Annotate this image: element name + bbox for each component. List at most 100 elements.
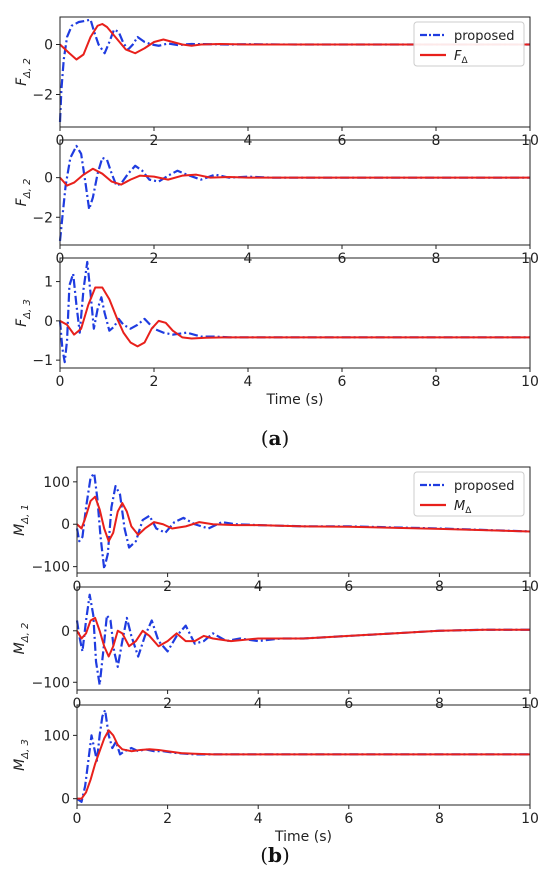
x-tick-label: 2 xyxy=(150,251,159,267)
x-tick-label: 0 xyxy=(56,374,65,390)
y-tick-label: 100 xyxy=(43,475,70,491)
legend-label-main: proposed xyxy=(454,29,515,44)
series-line-reference xyxy=(76,616,530,658)
x-tick-label: 8 xyxy=(432,374,441,390)
y-tick-label: 0 xyxy=(61,792,70,808)
y-axis-label: MΔ, 3 xyxy=(12,739,31,771)
axes-frame xyxy=(76,466,531,574)
legend-label-sub: Δ xyxy=(465,506,472,516)
series-line-proposed xyxy=(75,593,530,686)
series-line-proposed xyxy=(58,144,530,242)
series-line-proposed xyxy=(75,472,531,570)
caption-paren: ) xyxy=(281,426,289,450)
x-tick-label: 4 xyxy=(244,251,253,267)
x-tick-label: 6 xyxy=(344,696,353,712)
x-tick-label: 2 xyxy=(150,133,159,149)
caption-paren: ( xyxy=(260,843,268,867)
legend-label-sub: Δ xyxy=(461,56,468,66)
legend-label: FΔ xyxy=(454,49,468,66)
x-tick-label: 4 xyxy=(244,374,253,390)
y-tick-label: 0 xyxy=(61,624,70,640)
series-line-reference xyxy=(77,729,530,800)
x-tick-label: 8 xyxy=(432,133,441,149)
y-tick-label: 0 xyxy=(44,171,53,187)
caption-letter: b xyxy=(268,843,282,867)
x-tick-label: 2 xyxy=(150,374,159,390)
series-line-reference xyxy=(59,286,530,348)
y-tick-label: −2 xyxy=(32,210,53,226)
y-tick-label: 1 xyxy=(44,275,53,291)
legend-label-main: proposed xyxy=(454,479,515,494)
y-tick-label: 0 xyxy=(44,314,53,330)
axes-frame xyxy=(76,704,531,806)
y-axis-label-main: M xyxy=(12,759,28,771)
legend-label: MΔ xyxy=(454,499,472,516)
y-tick-label: −1 xyxy=(32,353,53,369)
y-axis-label-main: F xyxy=(14,197,30,206)
y-axis-label-main: M xyxy=(12,642,28,654)
caption-letter: a xyxy=(269,426,282,450)
y-axis-label: FΔ, 2 xyxy=(14,58,33,86)
x-tick-label: 6 xyxy=(338,133,347,149)
y-axis-label: FΔ, 2 xyxy=(14,179,33,207)
series-line-reference xyxy=(59,23,530,61)
y-tick-label: 100 xyxy=(43,728,70,744)
x-tick-label: 10 xyxy=(521,374,539,390)
axes-frame xyxy=(59,139,531,246)
x-tick-label: 0 xyxy=(73,811,82,827)
y-tick-label: −100 xyxy=(32,675,70,691)
y-axis-label-main: F xyxy=(14,318,30,327)
y-tick-label: −100 xyxy=(32,560,70,576)
x-tick-label: 8 xyxy=(432,251,441,267)
x-tick-label: 6 xyxy=(338,251,347,267)
axes-frame xyxy=(59,257,531,369)
y-tick-label: 0 xyxy=(61,517,70,533)
legend-label-main: M xyxy=(454,499,465,514)
y-axis-label-sub: Δ, 2 xyxy=(22,179,33,200)
y-axis-label-sub: Δ, 2 xyxy=(22,58,33,79)
series-line-proposed xyxy=(58,18,530,123)
figure-caption: (a) xyxy=(261,426,290,450)
series-line-proposed xyxy=(76,708,530,803)
x-tick-label: 8 xyxy=(435,811,444,827)
caption-paren: ( xyxy=(261,426,269,450)
legend-label: proposed xyxy=(454,479,515,494)
legend-label: proposed xyxy=(454,29,515,44)
y-axis-label: MΔ, 2 xyxy=(12,623,31,655)
chart-panel-6: 0 2 4 6 8 10 100 0 MΔ, 3 Time (s) xyxy=(12,704,539,845)
series-line-reference xyxy=(76,495,531,543)
legend-label-main: F xyxy=(454,49,462,64)
x-tick-label: 0 xyxy=(73,696,82,712)
x-tick-label: 2 xyxy=(163,696,172,712)
x-axis-label: Time (s) xyxy=(266,392,324,408)
x-tick-label: 4 xyxy=(254,811,263,827)
x-tick-label: 8 xyxy=(435,696,444,712)
x-axis-label: Time (s) xyxy=(274,829,332,845)
y-axis-label-sub: Δ, 3 xyxy=(22,299,33,320)
figure-caption: (b) xyxy=(260,843,290,867)
y-tick-label: 0 xyxy=(44,38,53,54)
series-line-reference xyxy=(59,167,530,187)
axes-frame xyxy=(59,16,531,128)
y-axis-label-sub: Δ, 2 xyxy=(20,623,31,644)
x-tick-label: 10 xyxy=(521,696,539,712)
y-axis-label: FΔ, 3 xyxy=(14,299,33,327)
y-axis-label-sub: Δ, 1 xyxy=(20,504,31,525)
x-tick-label: 6 xyxy=(338,374,347,390)
x-tick-label: 10 xyxy=(521,811,539,827)
chart-panel-2: 0 2 4 6 8 100−2FΔ, 2 xyxy=(14,139,539,267)
y-axis-label-sub: Δ, 3 xyxy=(20,739,31,760)
y-axis-label-main: F xyxy=(14,77,30,86)
x-tick-label: 4 xyxy=(244,133,253,149)
axes-frame xyxy=(76,586,531,691)
y-tick-label: −2 xyxy=(32,88,53,104)
caption-paren: ) xyxy=(282,843,290,867)
y-axis-label-main: M xyxy=(12,524,28,536)
series-line-proposed xyxy=(58,260,530,364)
y-axis-label: MΔ, 1 xyxy=(12,504,31,536)
